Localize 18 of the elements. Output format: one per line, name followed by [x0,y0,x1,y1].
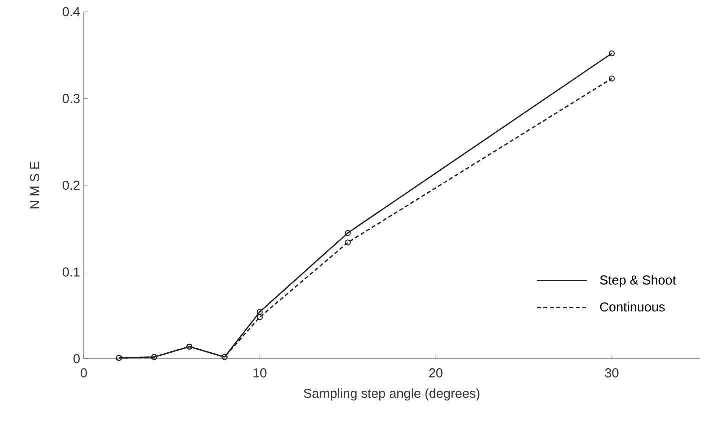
x-axis-title: Sampling step angle (degrees) [304,388,480,401]
x-tick-label: 20 [429,368,443,378]
x-tick-label: 10 [254,368,267,378]
point [257,314,264,320]
x-tick-label: 0 [80,368,88,378]
point [257,309,264,316]
y-axis-title: N M S E [30,162,40,209]
y-tick-label: 0.4 [62,7,80,17]
legend-label: Step & Shoot [600,275,676,288]
point [345,240,352,246]
y-tick-label: 0.3 [62,94,80,104]
point [609,76,616,82]
legend-label: Continuous [600,302,666,312]
point [345,230,352,236]
y-tick-label: 0.1 [62,268,80,277]
y-tick-label: 0 [74,354,80,364]
y-tick-label: 0.2 [62,180,80,190]
x-tick-label: 30 [605,368,619,378]
